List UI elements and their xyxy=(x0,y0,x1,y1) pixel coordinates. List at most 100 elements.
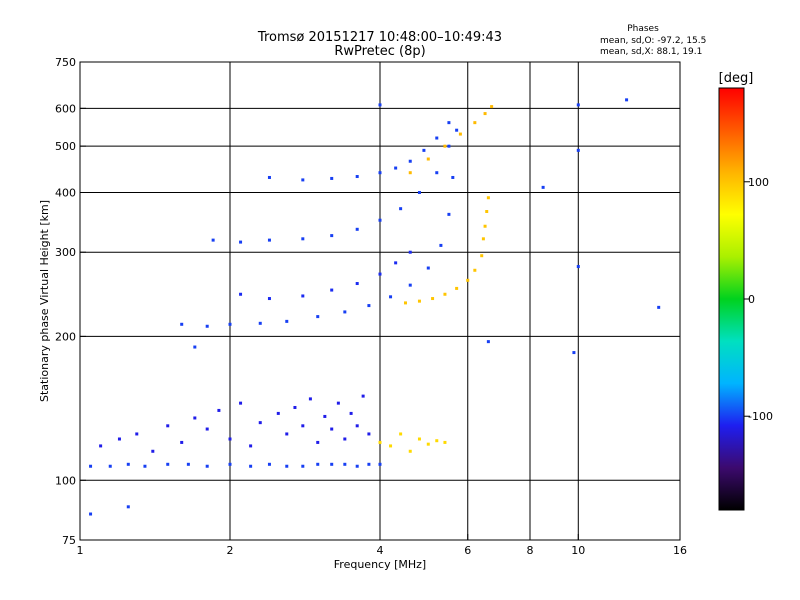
data-point xyxy=(408,159,412,163)
data-point xyxy=(541,185,545,189)
x-tick-label: 2 xyxy=(227,544,234,557)
x-tick-label: 8 xyxy=(527,544,534,557)
data-point xyxy=(108,464,112,468)
data-point xyxy=(355,227,359,231)
data-point xyxy=(455,128,459,132)
data-point xyxy=(258,421,262,425)
data-point xyxy=(151,449,155,453)
data-point xyxy=(572,351,576,355)
data-point xyxy=(239,401,243,405)
data-point xyxy=(426,266,430,270)
chart-title: Tromsø 20151217 10:48:00–10:49:43 xyxy=(257,30,502,45)
data-point xyxy=(355,424,359,428)
data-point xyxy=(378,440,382,444)
data-point xyxy=(367,304,371,308)
data-point xyxy=(458,132,462,136)
data-point xyxy=(258,321,262,325)
data-point xyxy=(193,345,197,349)
data-point xyxy=(486,196,490,200)
data-point xyxy=(394,261,398,265)
data-point xyxy=(301,424,305,428)
x-axis-label: Frequency [MHz] xyxy=(334,558,426,571)
data-point xyxy=(330,234,334,238)
data-point xyxy=(249,464,253,468)
data-point xyxy=(480,254,484,258)
data-point xyxy=(483,112,487,116)
data-point xyxy=(473,268,477,272)
data-point xyxy=(435,136,439,140)
data-point xyxy=(447,212,451,216)
data-point xyxy=(267,297,271,301)
data-point xyxy=(408,449,412,453)
data-point xyxy=(336,401,340,405)
x-tick-label: 6 xyxy=(464,544,471,557)
data-point xyxy=(417,299,421,303)
stats-line-x: mean, sd,X: 88.1, 19.1 xyxy=(600,47,702,57)
data-point xyxy=(443,144,447,148)
data-point xyxy=(330,462,334,466)
data-point xyxy=(576,103,580,107)
data-point xyxy=(316,315,320,319)
data-point xyxy=(301,178,305,182)
chart-subtitle: RwPretec (8p) xyxy=(334,44,425,59)
data-point xyxy=(576,265,580,269)
data-point xyxy=(389,444,393,448)
data-point xyxy=(355,175,359,179)
x-tick-label: 10 xyxy=(571,544,585,557)
data-point xyxy=(439,243,443,247)
data-point xyxy=(330,288,334,292)
data-point xyxy=(166,462,170,466)
data-point xyxy=(485,210,489,214)
data-point xyxy=(99,444,103,448)
data-point xyxy=(330,176,334,180)
colorbar-label: [deg] xyxy=(719,71,754,86)
data-point xyxy=(417,190,421,194)
colorbar: [deg] 100 0 -100 xyxy=(718,71,773,511)
y-tick-label: 400 xyxy=(55,186,76,199)
data-point xyxy=(483,224,487,228)
data-point xyxy=(473,121,477,125)
data-point xyxy=(355,464,359,468)
data-point xyxy=(343,437,347,441)
data-point xyxy=(193,416,197,420)
y-axis-label: Stationary phase Virtual Height [km] xyxy=(38,200,51,402)
stats-line-o: mean, sd,O: -97.2, 15.5 xyxy=(600,36,706,46)
data-point xyxy=(117,437,121,441)
data-point xyxy=(490,105,494,109)
data-point xyxy=(301,294,305,298)
data-point xyxy=(486,340,490,344)
y-tick-label: 500 xyxy=(55,140,76,153)
data-points xyxy=(89,98,661,516)
stats-heading: Phases xyxy=(627,24,659,34)
data-point xyxy=(180,322,184,326)
data-point xyxy=(426,157,430,161)
data-point xyxy=(431,297,435,301)
data-point xyxy=(126,462,130,466)
data-point xyxy=(228,437,232,441)
data-point xyxy=(343,310,347,314)
data-point xyxy=(481,237,485,241)
data-point xyxy=(217,408,221,412)
data-point xyxy=(285,464,289,468)
data-point xyxy=(239,292,243,296)
y-tick-label: 200 xyxy=(55,330,76,343)
data-point xyxy=(378,462,382,466)
y-tick-label: 75 xyxy=(62,534,76,547)
data-point xyxy=(316,440,320,444)
data-point xyxy=(408,250,412,254)
y-tick-label: 600 xyxy=(55,102,76,115)
x-tick-label: 4 xyxy=(377,544,384,557)
data-point xyxy=(135,432,139,436)
data-point xyxy=(447,144,451,148)
data-point xyxy=(143,464,147,468)
data-point xyxy=(435,171,439,175)
y-tick-label: 100 xyxy=(55,474,76,487)
x-tick-label: 16 xyxy=(673,544,687,557)
data-point xyxy=(249,444,253,448)
data-point xyxy=(228,462,232,466)
data-point xyxy=(267,175,271,179)
data-point xyxy=(408,171,412,175)
data-point xyxy=(455,286,459,290)
data-point xyxy=(408,283,412,287)
